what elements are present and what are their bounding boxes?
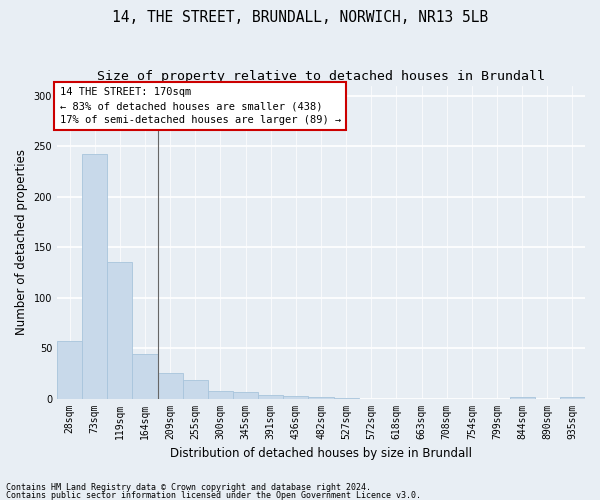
Bar: [208, 392, 233, 398]
X-axis label: Distribution of detached houses by size in Brundall: Distribution of detached houses by size …: [170, 447, 472, 460]
Bar: [133, 354, 158, 399]
Bar: [183, 380, 208, 398]
Title: Size of property relative to detached houses in Brundall: Size of property relative to detached ho…: [97, 70, 545, 83]
Text: Contains public sector information licensed under the Open Government Licence v3: Contains public sector information licen…: [6, 490, 421, 500]
Bar: [82, 154, 107, 398]
Bar: [283, 396, 308, 398]
Bar: [258, 394, 283, 398]
Bar: [158, 374, 183, 398]
Text: Contains HM Land Registry data © Crown copyright and database right 2024.: Contains HM Land Registry data © Crown c…: [6, 484, 371, 492]
Text: 14, THE STREET, BRUNDALL, NORWICH, NR13 5LB: 14, THE STREET, BRUNDALL, NORWICH, NR13 …: [112, 10, 488, 25]
Text: 14 THE STREET: 170sqm
← 83% of detached houses are smaller (438)
17% of semi-det: 14 THE STREET: 170sqm ← 83% of detached …: [59, 87, 341, 125]
Bar: [107, 262, 133, 398]
Bar: [560, 396, 585, 398]
Y-axis label: Number of detached properties: Number of detached properties: [15, 149, 28, 335]
Bar: [308, 396, 334, 398]
Bar: [509, 396, 535, 398]
Bar: [57, 341, 82, 398]
Bar: [233, 392, 258, 398]
